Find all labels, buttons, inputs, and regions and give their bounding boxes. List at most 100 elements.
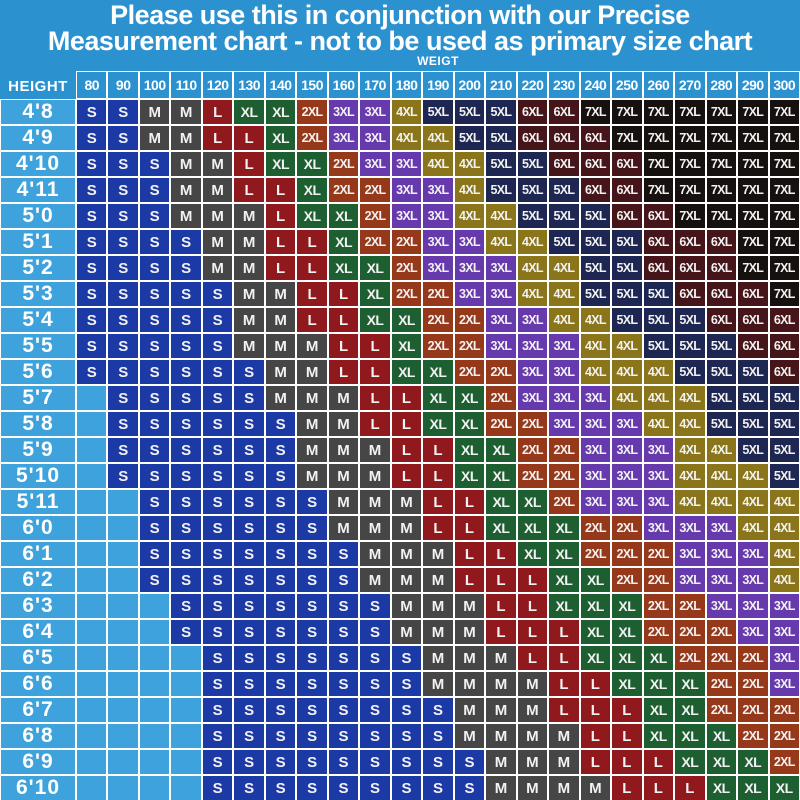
height-row-label: 6'4: [0, 619, 76, 645]
size-cell: M: [359, 437, 391, 463]
size-cell: 2XL: [390, 229, 423, 255]
size-cell: XL: [674, 671, 706, 697]
weight-header-cell: 80: [76, 71, 108, 99]
size-cell: XL: [737, 775, 769, 800]
size-cell: 6XL: [642, 203, 675, 229]
size-cell: L: [548, 671, 580, 697]
size-cell: 3XL: [390, 151, 423, 177]
empty-cell: [76, 437, 108, 463]
size-cell: 2XL: [674, 619, 706, 645]
size-cell: XL: [548, 541, 580, 567]
size-cell: M: [233, 307, 265, 333]
size-table: HEIGHT 80 90 100 110 120 130 140 150 160 170 180 19…: [0, 71, 800, 800]
size-cell: 7XL: [737, 151, 769, 177]
size-cell: S: [170, 437, 202, 463]
size-cell: S: [138, 567, 171, 593]
size-cell: M: [422, 541, 454, 567]
size-cell: 3XL: [548, 411, 580, 437]
size-cell: 6XL: [548, 125, 580, 151]
size-cell: M: [296, 385, 328, 411]
size-cell: 7XL: [768, 281, 800, 307]
size-cell: 5XL: [705, 411, 738, 437]
size-cell: 7XL: [674, 203, 706, 229]
size-cell: M: [485, 749, 517, 775]
size-cell: 4XL: [516, 255, 549, 281]
size-cell: XL: [548, 593, 580, 619]
size-cell: 3XL: [453, 255, 486, 281]
size-cell: 2XL: [359, 203, 391, 229]
empty-cell: [76, 385, 108, 411]
size-cell: XL: [642, 645, 675, 671]
size-cell: S: [107, 333, 139, 359]
size-cell: 3XL: [327, 99, 360, 125]
empty-cell: [76, 515, 108, 541]
size-cell: S: [201, 697, 234, 723]
size-cell: L: [422, 515, 454, 541]
size-cell: L: [422, 437, 454, 463]
size-cell: 7XL: [705, 177, 738, 203]
size-cell: S: [296, 723, 328, 749]
size-cell: 7XL: [768, 255, 800, 281]
size-cell: L: [453, 541, 486, 567]
size-cell: XL: [390, 359, 423, 385]
size-cell: L: [359, 385, 391, 411]
size-cell: 3XL: [548, 333, 580, 359]
size-cell: 3XL: [705, 567, 738, 593]
size-cell: 5XL: [485, 125, 517, 151]
size-cell: M: [516, 671, 549, 697]
size-cell: 7XL: [611, 125, 643, 151]
size-cell: S: [201, 645, 234, 671]
empty-cell: [170, 723, 202, 749]
size-cell: 5XL: [453, 99, 486, 125]
size-cell: 4XL: [548, 281, 580, 307]
size-cell: 7XL: [768, 203, 800, 229]
size-cell: 6XL: [705, 255, 738, 281]
size-cell: 6XL: [768, 333, 800, 359]
size-cell: S: [390, 645, 423, 671]
empty-cell: [76, 411, 108, 437]
size-cell: L: [264, 177, 297, 203]
size-cell: S: [76, 281, 108, 307]
size-cell: 7XL: [705, 99, 738, 125]
size-cell: S: [296, 515, 328, 541]
size-cell: S: [107, 437, 139, 463]
size-cell: XL: [516, 515, 549, 541]
size-cell: 4XL: [579, 359, 612, 385]
size-cell: M: [390, 619, 423, 645]
weight-header-cell: 90: [107, 71, 139, 99]
size-cell: 3XL: [705, 593, 738, 619]
empty-cell: [107, 775, 139, 800]
size-cell: 2XL: [453, 333, 486, 359]
size-cell: S: [296, 541, 328, 567]
page-title-line1: Please use this in conjunction with our …: [110, 0, 690, 30]
size-cell: 2XL: [674, 645, 706, 671]
size-cell: L: [296, 255, 328, 281]
empty-cell: [107, 671, 139, 697]
size-cell: 3XL: [768, 593, 800, 619]
empty-cell: [107, 567, 139, 593]
size-cell: 2XL: [359, 229, 391, 255]
size-cell: 2XL: [737, 645, 769, 671]
empty-cell: [138, 749, 171, 775]
size-cell: XL: [674, 697, 706, 723]
size-cell: XL: [359, 281, 391, 307]
weight-header-cell: 140: [264, 71, 297, 99]
size-cell: S: [138, 177, 171, 203]
size-cell: S: [264, 645, 297, 671]
size-cell: 5XL: [516, 177, 549, 203]
size-cell: 6XL: [611, 177, 643, 203]
size-cell: S: [201, 671, 234, 697]
size-cell: 3XL: [642, 463, 675, 489]
size-cell: 3XL: [579, 437, 612, 463]
size-cell: 2XL: [737, 723, 769, 749]
empty-cell: [107, 489, 139, 515]
size-cell: 5XL: [422, 99, 454, 125]
size-cell: XL: [453, 411, 486, 437]
size-cell: 2XL: [768, 723, 800, 749]
weight-header-cell: 200: [453, 71, 486, 99]
size-cell: S: [233, 411, 265, 437]
size-cell: 2XL: [516, 463, 549, 489]
size-cell: L: [485, 593, 517, 619]
size-cell: 4XL: [390, 125, 423, 151]
size-cell: 3XL: [453, 281, 486, 307]
